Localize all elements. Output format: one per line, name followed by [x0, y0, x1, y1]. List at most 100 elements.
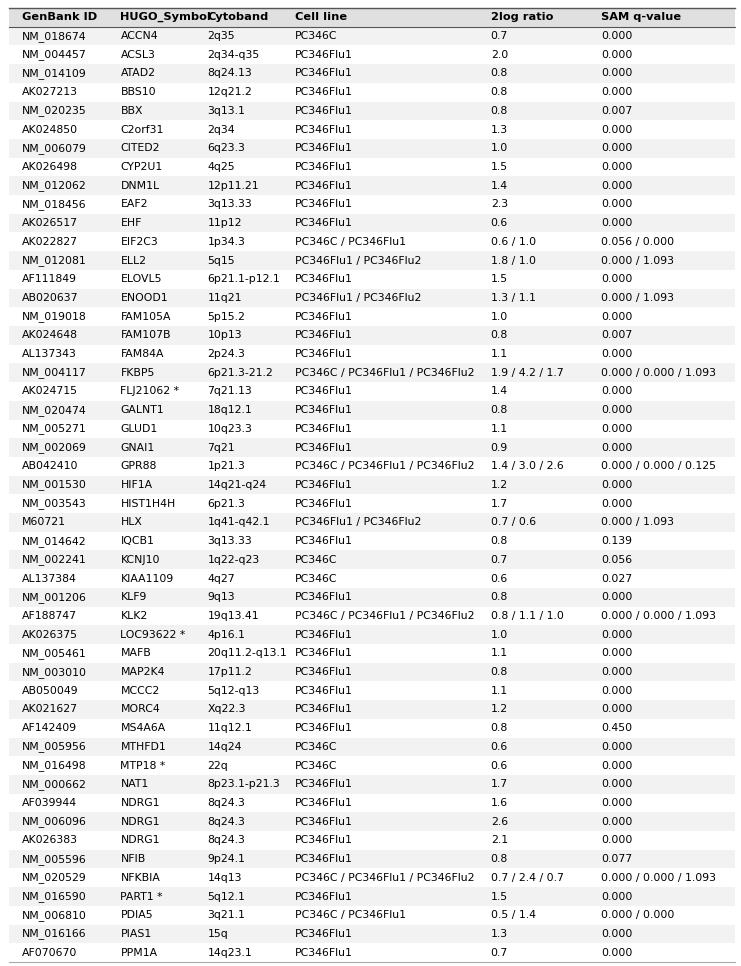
Text: 0.000: 0.000 — [601, 424, 632, 434]
Bar — [9, 345, 735, 363]
Text: PC346Flu1: PC346Flu1 — [295, 162, 353, 172]
Text: AK024648: AK024648 — [21, 330, 78, 340]
Text: C2orf31: C2orf31 — [121, 125, 164, 134]
Text: 0.000: 0.000 — [601, 50, 632, 60]
Text: 1.1: 1.1 — [491, 686, 508, 696]
Text: 0.8: 0.8 — [491, 536, 508, 546]
Text: PC346Flu1: PC346Flu1 — [295, 536, 353, 546]
Text: 3q21.1: 3q21.1 — [207, 910, 245, 921]
Text: 0.000: 0.000 — [601, 125, 632, 134]
Text: 0.8: 0.8 — [491, 854, 508, 865]
Bar — [9, 588, 735, 607]
Bar — [9, 177, 735, 195]
Text: 4p16.1: 4p16.1 — [207, 630, 245, 639]
Text: 0.000: 0.000 — [601, 442, 632, 453]
Text: PC346Flu1 / PC346Flu2: PC346Flu1 / PC346Flu2 — [295, 518, 421, 527]
Text: NM_005956: NM_005956 — [21, 742, 87, 753]
Text: PDIA5: PDIA5 — [121, 910, 153, 921]
Text: PC346Flu1: PC346Flu1 — [295, 798, 353, 808]
Text: FKBP5: FKBP5 — [121, 368, 155, 378]
Text: PC346Flu1: PC346Flu1 — [295, 143, 353, 154]
Text: 1.8 / 1.0: 1.8 / 1.0 — [491, 256, 536, 266]
Text: PC346Flu1: PC346Flu1 — [295, 780, 353, 789]
Bar — [9, 27, 735, 45]
Text: 1.1: 1.1 — [491, 648, 508, 659]
Text: PC346Flu1: PC346Flu1 — [295, 592, 353, 602]
Text: PC346Flu1: PC346Flu1 — [295, 836, 353, 845]
Bar — [9, 157, 735, 177]
Text: 0.000: 0.000 — [601, 405, 632, 415]
Text: 12p11.21: 12p11.21 — [207, 181, 259, 190]
Text: 1.3: 1.3 — [491, 929, 508, 939]
Text: 17p11.2: 17p11.2 — [207, 668, 253, 677]
Text: 0.000: 0.000 — [601, 648, 632, 659]
Text: NDRG1: NDRG1 — [121, 816, 160, 827]
Text: PC346C: PC346C — [295, 760, 337, 771]
Text: 1.5: 1.5 — [491, 274, 508, 284]
Bar — [9, 569, 735, 588]
Text: NM_012062: NM_012062 — [21, 181, 87, 191]
Text: NM_002069: NM_002069 — [21, 442, 87, 453]
Text: 0.000 / 0.000 / 1.093: 0.000 / 0.000 / 1.093 — [601, 368, 716, 378]
Text: 1q22-q23: 1q22-q23 — [207, 554, 260, 565]
Text: 8q24.3: 8q24.3 — [207, 836, 245, 845]
Text: PC346Flu1: PC346Flu1 — [295, 442, 353, 453]
Text: 0.000: 0.000 — [601, 742, 632, 752]
Text: 2.1: 2.1 — [491, 836, 508, 845]
Text: 0.007: 0.007 — [601, 330, 632, 340]
Text: 0.000 / 1.093: 0.000 / 1.093 — [601, 293, 674, 303]
Text: ELL2: ELL2 — [121, 256, 147, 266]
Text: NM_014642: NM_014642 — [21, 536, 87, 547]
Text: 0.7: 0.7 — [491, 31, 508, 42]
Text: Cytoband: Cytoband — [207, 13, 269, 22]
Text: 19q13.41: 19q13.41 — [207, 611, 259, 621]
Bar — [9, 906, 735, 924]
Bar — [9, 625, 735, 644]
Text: CITED2: CITED2 — [121, 143, 160, 154]
Text: 0.000: 0.000 — [601, 199, 632, 210]
Text: PC346Flu1 / PC346Flu2: PC346Flu1 / PC346Flu2 — [295, 256, 421, 266]
Text: 5q12.1: 5q12.1 — [207, 892, 245, 901]
Text: AF142409: AF142409 — [21, 724, 77, 733]
Text: 1.0: 1.0 — [491, 312, 508, 322]
Text: 4q27: 4q27 — [207, 574, 235, 583]
Text: 1.5: 1.5 — [491, 162, 508, 172]
Text: KIAA1109: KIAA1109 — [121, 574, 173, 583]
Text: MCCC2: MCCC2 — [121, 686, 160, 696]
Text: PC346C: PC346C — [295, 31, 337, 42]
Text: ATAD2: ATAD2 — [121, 69, 156, 78]
Text: 10p13: 10p13 — [207, 330, 242, 340]
Text: 8p23.1-p21.3: 8p23.1-p21.3 — [207, 780, 280, 789]
Bar — [9, 943, 735, 962]
Text: AB042410: AB042410 — [21, 462, 79, 471]
Text: AK022827: AK022827 — [21, 237, 78, 247]
Text: FAM107B: FAM107B — [121, 330, 171, 340]
Bar — [9, 307, 735, 326]
Bar — [9, 83, 735, 101]
Text: NFIB: NFIB — [121, 854, 146, 865]
Text: MTHFD1: MTHFD1 — [121, 742, 166, 752]
Text: 7q21: 7q21 — [207, 442, 235, 453]
Bar — [9, 326, 735, 345]
Bar — [9, 775, 735, 794]
Text: NM_005461: NM_005461 — [21, 648, 87, 659]
Text: PC346C / PC346Flu1: PC346C / PC346Flu1 — [295, 237, 405, 247]
Text: 0.8: 0.8 — [491, 69, 508, 78]
Text: NM_019018: NM_019018 — [21, 311, 87, 322]
Text: 0.6: 0.6 — [491, 218, 508, 228]
Text: 9p24.1: 9p24.1 — [207, 854, 245, 865]
Text: 1.7: 1.7 — [491, 780, 508, 789]
Text: AK024715: AK024715 — [21, 386, 78, 396]
Text: PC346Flu1: PC346Flu1 — [295, 125, 353, 134]
Text: PC346Flu1: PC346Flu1 — [295, 704, 353, 715]
Text: 0.077: 0.077 — [601, 854, 632, 865]
Text: PC346Flu1: PC346Flu1 — [295, 386, 353, 396]
Bar — [9, 101, 735, 120]
Bar — [9, 756, 735, 775]
Text: 0.000: 0.000 — [601, 312, 632, 322]
Text: BBX: BBX — [121, 106, 143, 116]
Text: HLX: HLX — [121, 518, 142, 527]
Text: NM_000662: NM_000662 — [21, 779, 87, 790]
Text: 0.8: 0.8 — [491, 330, 508, 340]
Bar — [9, 495, 735, 513]
